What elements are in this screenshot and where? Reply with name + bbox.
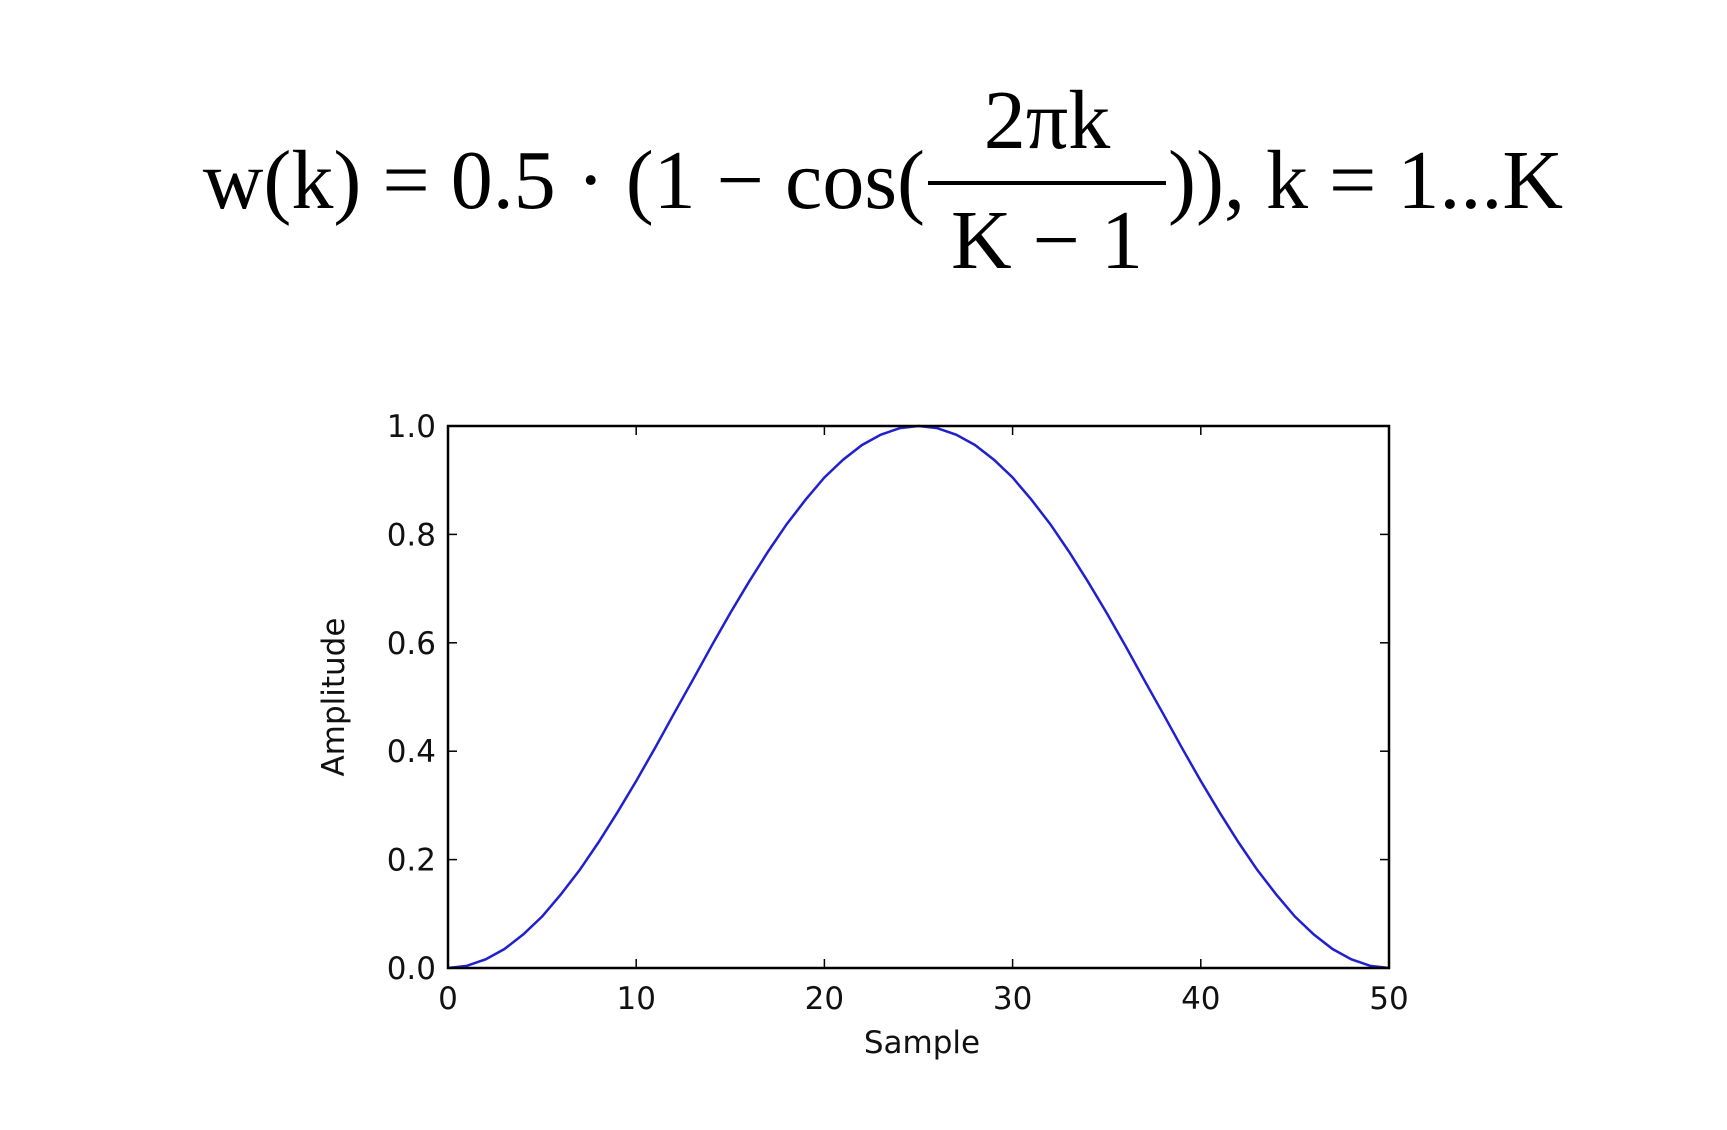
x-axis-label: Sample bbox=[864, 1025, 980, 1061]
plot-frame bbox=[446, 424, 1391, 970]
formula-lhs: w(k) = 0.5 · (1 − cos( bbox=[203, 134, 925, 227]
formula-numerator: 2πk bbox=[984, 74, 1110, 167]
formula-rhs: )), k = 1...K bbox=[1168, 134, 1563, 227]
y-axis-label: Amplitude bbox=[316, 618, 352, 777]
x-tick-label: 50 bbox=[1369, 981, 1408, 1017]
data-line bbox=[447, 424, 1390, 970]
x-tick-label: 20 bbox=[805, 981, 844, 1017]
x-tick-label: 0 bbox=[438, 981, 458, 1017]
x-tick-label: 10 bbox=[616, 981, 655, 1017]
formula: w(k) = 0.5 · (1 − cos( 2πk K − 1 )), k =… bbox=[203, 74, 1563, 287]
formula-denominator: K − 1 bbox=[951, 194, 1143, 287]
x-tick-label: 30 bbox=[993, 981, 1032, 1017]
y-tick-label: 0.2 bbox=[387, 843, 436, 879]
y-tick-label: 1.0 bbox=[387, 409, 436, 445]
x-tick-label: 40 bbox=[1181, 981, 1220, 1017]
y-tick-label: 0.0 bbox=[387, 951, 436, 987]
y-tick-label: 0.4 bbox=[387, 734, 436, 770]
y-tick-label: 0.8 bbox=[387, 517, 436, 553]
y-tick-label: 0.6 bbox=[387, 626, 436, 662]
